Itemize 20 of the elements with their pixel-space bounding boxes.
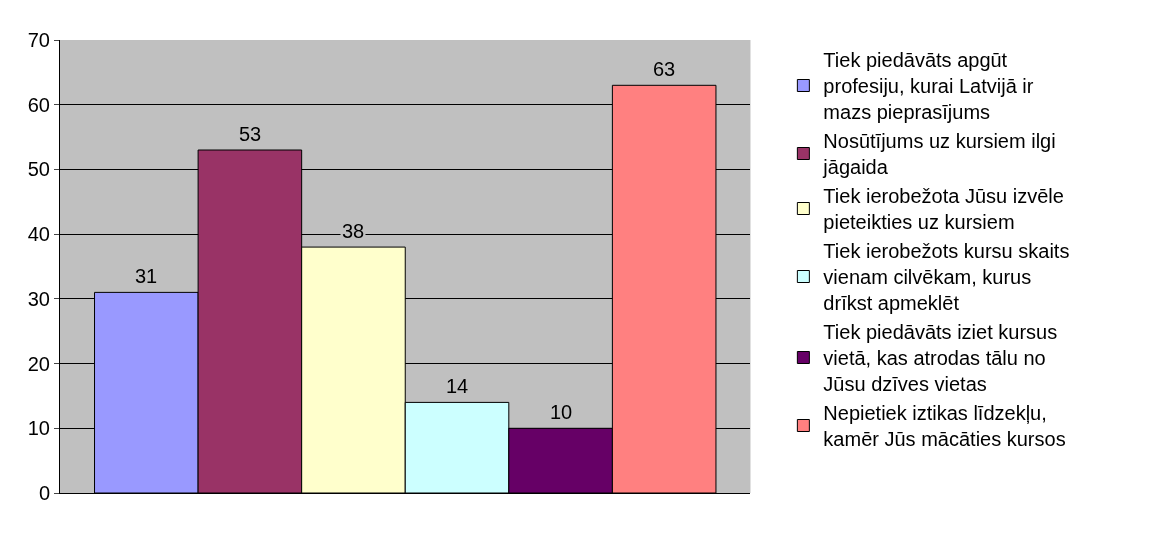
data-label: 53 [239,123,262,145]
y-tick-label: 20 [27,352,50,375]
data-label: 31 [135,265,158,287]
legend-label: Tiek piedāvāts apgūt profesiju, kurai Latvijā ir mazs pieprasījums [823,49,1034,124]
legend-label: Nosūtījums uz kursiem ilgi jāgaida [822,130,1056,179]
legend-label: Tiek piedāvāts iziet kursus vietā, kas atrodas tālu no Jūsu dzīves vietas [823,321,1058,396]
data-label: 38 [342,220,365,242]
y-tick-label: 30 [27,287,50,310]
y-tick-label: 60 [27,93,50,116]
y-tick-label: 50 [27,158,50,181]
data-label: 63 [653,58,676,80]
y-tick-label: 70 [27,29,50,51]
y-tick-label: 40 [27,223,50,246]
legend-label: Tiek ierobežots kursu skaits vienam cilvēkam, kurus drīkst apmeklēt [823,240,1070,315]
legend-label: Nepietiek iztikas līdzekļu, kamēr Jūs mācāties kursos [823,402,1066,451]
data-label: 10 [550,401,573,423]
y-tick-label: 0 [38,482,50,504]
legend-label: Tiek ierobežota Jūsu izvēle pieteikties uz kursiem [823,185,1064,234]
data-label: 14 [446,375,469,397]
y-tick-label: 10 [27,417,50,440]
